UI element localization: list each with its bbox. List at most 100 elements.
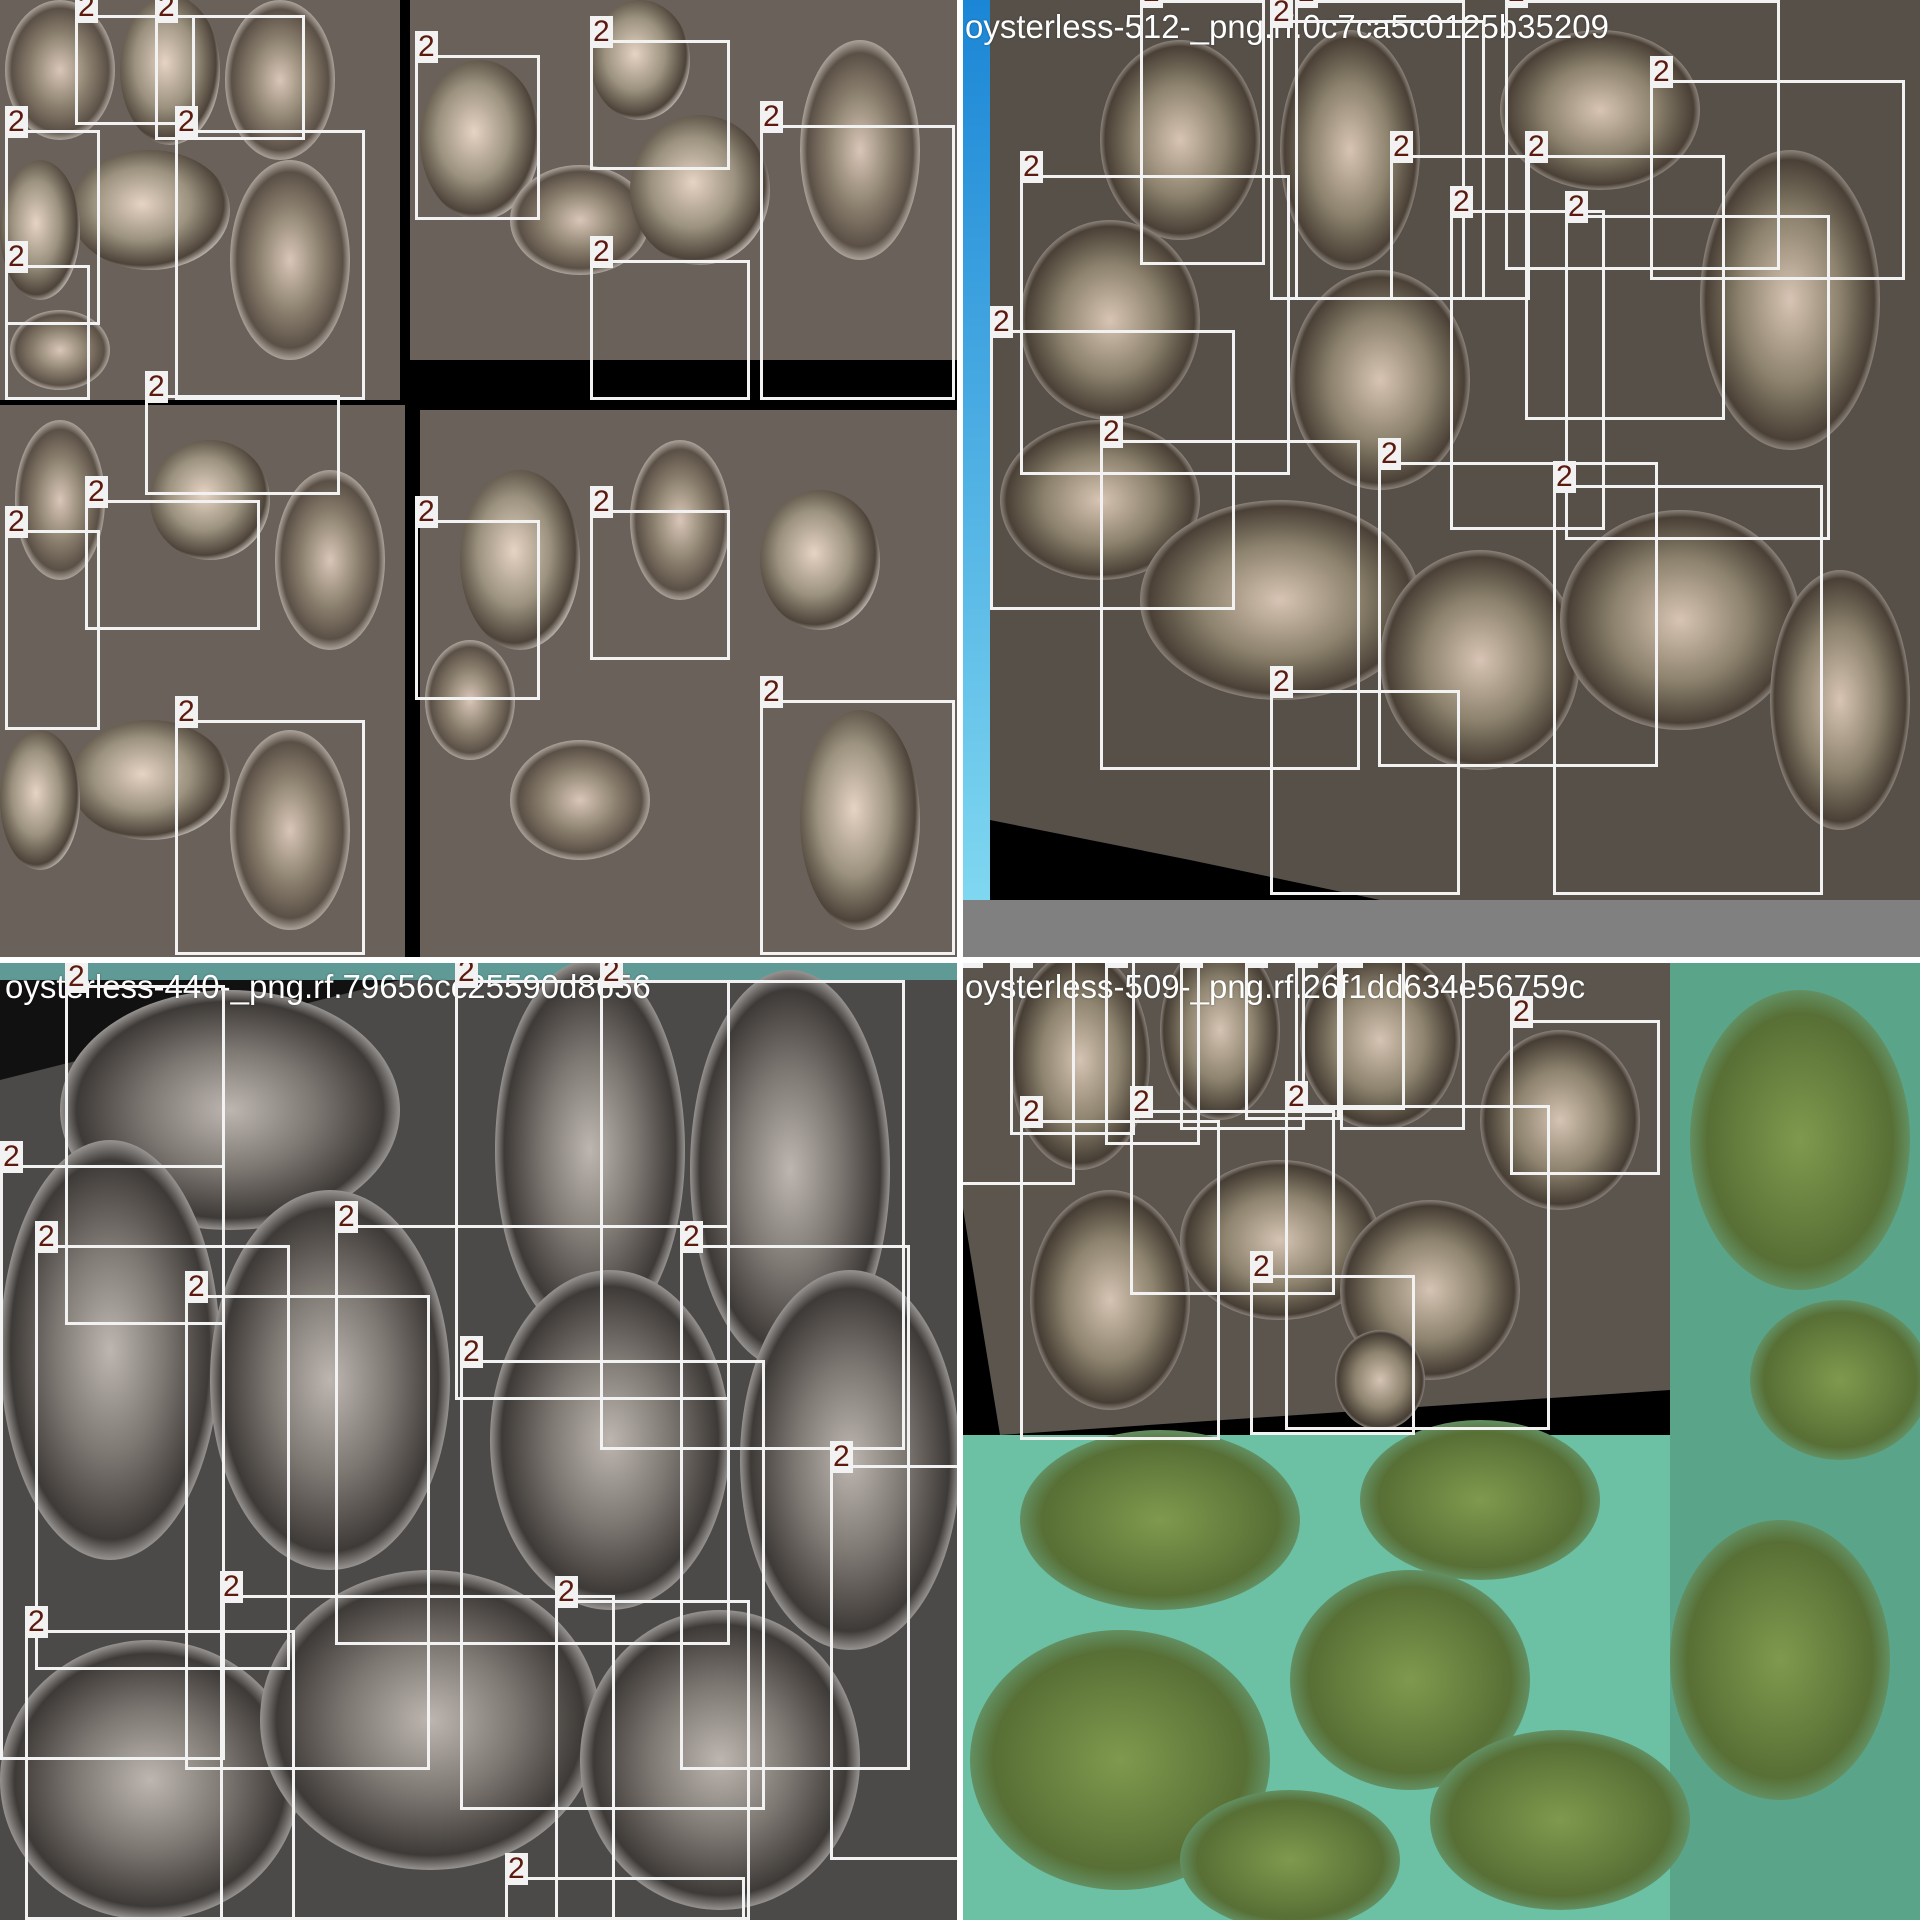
image-filename-caption: oysterless-509-_png.rf.26f1dd634e56759c [965, 968, 1586, 1005]
class-label: 2 [460, 1336, 483, 1368]
class-label: 2 [1510, 996, 1533, 1028]
class-label: 2 [830, 1441, 853, 1473]
class-label: 2 [5, 506, 28, 538]
detection-box: 2 [155, 0, 305, 140]
class-label: 2 [35, 1221, 58, 1253]
detection-box: 2 [1505, 0, 1780, 270]
class-label: 2 [1565, 191, 1588, 223]
detection-box: 2 [1525, 131, 1725, 420]
mosaic-tile-bottom-left: oysterless-440-_png.rf.79656cc25590d8656… [0, 960, 960, 1920]
class-label: 2 [1020, 151, 1043, 183]
class-label: 2 [590, 16, 613, 48]
detection-box: 2 [175, 106, 365, 400]
detection-box: 2 [415, 31, 540, 220]
mosaic-tile-top-left: 2 2 2 2 2 2 2 2 2 2 2 2 2 2 2 2 [0, 0, 960, 960]
detection-box: 2 [1450, 186, 1605, 530]
class-label: 2 [680, 1221, 703, 1253]
class-label: 2 [175, 106, 198, 138]
detection-box: 2 [25, 1606, 295, 1920]
class-label: 2 [960, 960, 983, 968]
detection-box: 2 [1140, 0, 1265, 265]
class-label: 2 [0, 1141, 23, 1173]
class-label: 2 [590, 236, 613, 268]
class-label: 2 [1010, 960, 1033, 968]
class-label: 2 [1270, 0, 1293, 28]
detection-box: 2 [1378, 438, 1658, 767]
class-label: 2 [75, 0, 98, 23]
class-label: 2 [25, 1606, 48, 1638]
class-label: 2 [600, 960, 623, 988]
detection-box: 2 [1390, 131, 1530, 300]
class-label: 2 [1650, 56, 1673, 88]
class-label: 2 [505, 1853, 528, 1885]
class-label: 2 [1270, 666, 1293, 698]
oyster-and-reef-photos [960, 960, 1920, 1920]
class-label: 2 [455, 960, 478, 988]
detection-box: 2 [1130, 1086, 1335, 1295]
detection-box: 2 [1100, 416, 1360, 770]
detection-box: 2 [65, 961, 225, 1325]
detection-box: 2 [1553, 461, 1823, 895]
class-label: 2 [1505, 0, 1528, 8]
class-label: 2 [1020, 1096, 1043, 1128]
class-label: 2 [85, 476, 108, 508]
detection-box: 2 [185, 1271, 430, 1770]
class-label: 2 [990, 306, 1013, 338]
quadrant-2 [410, 0, 960, 360]
detection-box: 2 [1270, 0, 1485, 300]
class-label: 2 [185, 1271, 208, 1303]
detection-box: 2 [600, 960, 905, 1450]
class-label: 2 [555, 1576, 578, 1608]
detection-box: 2 [555, 1576, 750, 1920]
detection-box: 2 [1510, 996, 1660, 1175]
class-label: 2 [1250, 1251, 1273, 1283]
oyster-photo [960, 0, 1920, 960]
detection-box: 2 [35, 1221, 290, 1670]
class-label: 2 [590, 486, 613, 518]
detection-box: 2 [830, 1441, 960, 1860]
class-label: 2 [220, 1571, 243, 1603]
class-label: 2 [1130, 1086, 1153, 1118]
class-label: 2 [760, 101, 783, 133]
detection-box: 2 [85, 476, 260, 630]
detection-box: 2 [5, 506, 100, 730]
detection-box: 2 [760, 101, 955, 400]
detection-box: 2 [505, 1853, 745, 1920]
class-label: 2 [1450, 186, 1473, 218]
class-label: 2 [1553, 461, 1576, 493]
class-label: 2 [5, 106, 28, 138]
quadrant-4 [420, 410, 960, 960]
class-label: 2 [415, 496, 438, 528]
quadrant-3 [0, 405, 405, 960]
class-label: 2 [1285, 1081, 1308, 1113]
class-label: 2 [1295, 960, 1318, 968]
detection-box: 2 [590, 16, 730, 170]
class-label: 2 [760, 676, 783, 708]
class-label: 2 [335, 1201, 358, 1233]
class-label: 2 [1140, 0, 1163, 8]
class-label: 2 [1525, 131, 1548, 163]
detection-box: 2 [590, 486, 730, 660]
detection-box: 2 [1650, 56, 1905, 280]
class-label: 2 [5, 241, 28, 273]
class-label: 2 [1378, 438, 1401, 470]
class-label: 2 [1100, 416, 1123, 448]
detection-box: 2 [415, 496, 540, 700]
class-label: 2 [175, 696, 198, 728]
class-label: 2 [415, 31, 438, 63]
detection-box: 2 [990, 306, 1235, 610]
class-label: 2 [1105, 960, 1128, 968]
class-label: 2 [155, 0, 178, 23]
class-label: 2 [1295, 0, 1318, 8]
class-label: 2 [1180, 960, 1203, 968]
detection-box: 2 [455, 960, 730, 1400]
detection-box: 2 [335, 1201, 730, 1645]
detection-box: 2 [145, 371, 340, 495]
detection-box: 2 [760, 676, 955, 955]
detection-box: 2 [1270, 666, 1460, 895]
detection-box: 2 [5, 106, 100, 325]
oyster-photo [0, 960, 960, 1920]
tile-divider-horizontal [0, 957, 1920, 963]
detection-box: 2 [175, 696, 365, 955]
detection-box: 2 [75, 0, 195, 125]
